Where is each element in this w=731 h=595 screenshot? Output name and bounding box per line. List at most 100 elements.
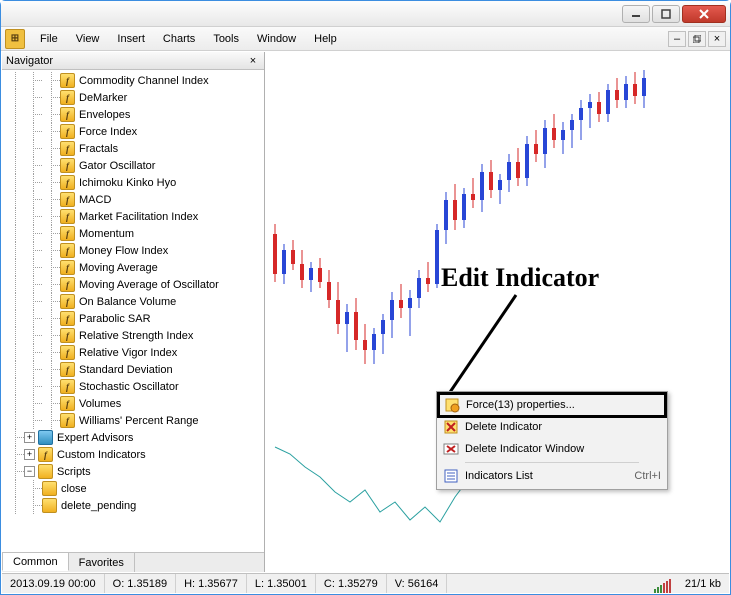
close-button[interactable] (682, 5, 726, 23)
titlebar (1, 1, 730, 27)
tree-row[interactable]: f MACD (2, 191, 264, 208)
context-item[interactable]: Force(13) properties... (437, 392, 667, 418)
indicator-label: DeMarker (79, 92, 127, 104)
tree-row[interactable]: fRelative Strength Index (2, 327, 264, 344)
indicator-label: Fractals (79, 143, 118, 155)
tree-row[interactable]: delete_pending (2, 497, 264, 514)
expander-icon[interactable]: + (24, 449, 35, 460)
tree-row[interactable]: fMoving Average of Oscillator (2, 276, 264, 293)
indicator-icon: f (60, 260, 75, 275)
tree-row[interactable]: fMoney Flow Index (2, 242, 264, 259)
indicator-label: Moving Average of Oscillator (79, 279, 219, 291)
tree-row[interactable]: fStochastic Oscillator (2, 378, 264, 395)
tree-row[interactable]: + Expert Advisors (2, 429, 264, 446)
navigator-tree[interactable]: fCommodity Channel IndexfDeMarkerfEnvelo… (2, 70, 264, 552)
indicator-icon: f (60, 328, 75, 343)
tree-row[interactable]: f Gator Oscillator (2, 157, 264, 174)
indicator-label: Gator Oscillator (79, 160, 155, 172)
indicator-icon: f (60, 311, 75, 326)
navigator-title: Navigator × (2, 52, 264, 70)
expander-icon[interactable]: − (24, 466, 35, 477)
conn-bar (666, 581, 668, 593)
mdi-close-button[interactable]: × (708, 31, 726, 47)
tree-row[interactable]: fEnvelopes (2, 106, 264, 123)
tree-row[interactable]: +fCustom Indicators (2, 446, 264, 463)
indicator-label: Ichimoku Kinko Hyo (79, 177, 176, 189)
tree-row[interactable]: f DeMarker (2, 89, 264, 106)
menubar: ⊞ FileViewInsertChartsToolsWindowHelp – … (1, 27, 730, 51)
tree-row[interactable]: fMomentum (2, 225, 264, 242)
indicator-label: Force Index (79, 126, 137, 138)
indicator-icon: f (60, 192, 75, 207)
status-open: O: 1.35189 (105, 574, 176, 593)
expert-advisors-icon (38, 430, 53, 445)
indicator-icon: f (60, 175, 75, 190)
chart-area[interactable] (265, 52, 729, 572)
app-icon: ⊞ (5, 29, 25, 49)
menu-file[interactable]: File (31, 29, 67, 49)
script-label: close (61, 483, 87, 495)
script-label: delete_pending (61, 500, 136, 512)
app-window: ⊞ FileViewInsertChartsToolsWindowHelp – … (0, 0, 731, 595)
tree-row[interactable]: close (2, 480, 264, 497)
context-item[interactable]: Delete Indicator (439, 416, 665, 438)
indicator-icon: f (60, 90, 75, 105)
tree-row[interactable]: fOn Balance Volume (2, 293, 264, 310)
maximize-button[interactable] (652, 5, 680, 23)
menu-tools[interactable]: Tools (204, 29, 248, 49)
tree-row[interactable]: f Commodity Channel Index (2, 72, 264, 89)
tree-row[interactable]: fRelative Vigor Index (2, 344, 264, 361)
mdi-restore-button[interactable] (688, 31, 706, 47)
context-item[interactable]: Delete Indicator Window (439, 438, 665, 460)
tab-favorites[interactable]: Favorites (69, 553, 135, 572)
delete-window-icon (443, 441, 459, 457)
conn-bar (657, 587, 659, 593)
script-icon (42, 481, 57, 496)
indicator-label: Market Facilitation Index (79, 211, 198, 223)
tree-row[interactable]: fMarket Facilitation Index (2, 208, 264, 225)
tree-row[interactable]: fVolumes (2, 395, 264, 412)
menu-window[interactable]: Window (248, 29, 305, 49)
context-item[interactable]: Indicators List Ctrl+I (439, 465, 665, 487)
mdi-minimize-button[interactable]: – (668, 31, 686, 47)
indicator-icon: f (60, 362, 75, 377)
indicator-label: MACD (79, 194, 111, 206)
conn-bar (660, 585, 662, 593)
indicator-label: Commodity Channel Index (79, 75, 209, 87)
minimize-button[interactable] (622, 5, 650, 23)
tab-common[interactable]: Common (2, 552, 69, 571)
tree-row[interactable]: fParabolic SAR (2, 310, 264, 327)
context-item-label: Indicators List (465, 470, 533, 482)
indicator-label: Stochastic Oscillator (79, 381, 179, 393)
indicator-icon: f (60, 396, 75, 411)
expander-icon[interactable]: + (24, 432, 35, 443)
connection-bars (648, 574, 677, 593)
tree-row[interactable]: fWilliams' Percent Range (2, 412, 264, 429)
indicator-icon: f (60, 73, 75, 88)
context-item-label: Force(13) properties... (466, 399, 575, 411)
indicator-label: Envelopes (79, 109, 130, 121)
indicator-icon: f (60, 413, 75, 428)
tree-row[interactable]: f Ichimoku Kinko Hyo (2, 174, 264, 191)
group-label: Scripts (57, 466, 91, 478)
group-label: Expert Advisors (57, 432, 133, 444)
indicator-icon: f (60, 141, 75, 156)
menu-view[interactable]: View (67, 29, 109, 49)
indicator-icon: f (60, 158, 75, 173)
shortcut-label: Ctrl+I (634, 470, 661, 482)
tree-row[interactable]: fStandard Deviation (2, 361, 264, 378)
status-low: L: 1.35001 (247, 574, 316, 593)
menu-insert[interactable]: Insert (108, 29, 154, 49)
tree-row[interactable]: fMoving Average (2, 259, 264, 276)
tree-row[interactable]: f Fractals (2, 140, 264, 157)
tree-row[interactable]: fForce Index (2, 123, 264, 140)
tree-row[interactable]: − Scripts (2, 463, 264, 480)
menu-charts[interactable]: Charts (154, 29, 204, 49)
status-close: C: 1.35279 (316, 574, 387, 593)
price-chart (265, 52, 729, 572)
navigator-close-button[interactable]: × (246, 54, 260, 68)
menu-help[interactable]: Help (305, 29, 346, 49)
indicator-icon: f (60, 294, 75, 309)
indicator-label: Money Flow Index (79, 245, 168, 257)
custom-indicators-icon: f (38, 447, 53, 462)
